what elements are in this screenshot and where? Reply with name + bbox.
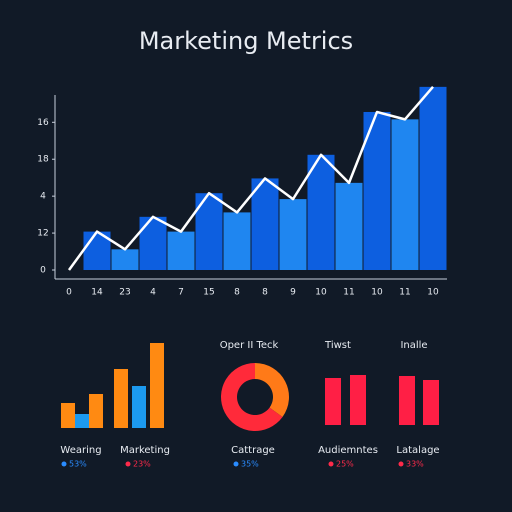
dashboard-title: Marketing Metrics [139, 27, 353, 55]
chart-label: Latalage [396, 445, 439, 456]
legend-dot [328, 461, 334, 467]
legend-text: 35% [241, 460, 259, 469]
y-tick-label: 16 [37, 118, 49, 128]
bar [279, 199, 307, 270]
bar [391, 119, 419, 270]
legend-dot [233, 461, 239, 467]
bar [251, 178, 279, 270]
legend-dot [61, 461, 67, 467]
bar [335, 182, 363, 270]
x-tick-label: 0 [66, 288, 72, 298]
legend-text: 23% [133, 460, 151, 469]
bar [167, 231, 195, 270]
x-tick-label: 8 [262, 288, 268, 298]
bar [132, 386, 146, 428]
bar [223, 212, 251, 270]
x-tick-label: 23 [119, 288, 130, 298]
legend-text: 33% [406, 460, 424, 469]
legend-text: 53% [69, 460, 87, 469]
bar [399, 376, 415, 425]
x-tick-label: 11 [343, 288, 354, 298]
donut-slice [255, 363, 290, 417]
bar [61, 403, 75, 428]
chart-title: Inalle [400, 340, 427, 351]
bar [111, 249, 139, 270]
bar [89, 394, 103, 428]
x-tick-label: 4 [150, 288, 156, 298]
x-tick-label: 15 [203, 288, 214, 298]
legend-text: 25% [336, 460, 354, 469]
bar [363, 111, 391, 270]
x-tick-label: 10 [371, 288, 383, 298]
bar [325, 378, 341, 425]
y-tick-label: 18 [37, 155, 49, 165]
chart-label: Audiemntes [318, 445, 378, 456]
chart-label: Cattrage [231, 445, 275, 456]
legend-dot [125, 461, 131, 467]
y-tick-label: 0 [40, 266, 46, 276]
bar [150, 343, 164, 428]
y-tick-label: 4 [40, 192, 46, 202]
bar [114, 369, 128, 428]
chart-label: Marketing [120, 445, 170, 456]
bar [75, 414, 89, 428]
bar [419, 86, 447, 270]
chart-title: Oper II Teck [220, 340, 279, 351]
x-tick-label: 10 [315, 288, 327, 298]
x-tick-label: 14 [91, 288, 103, 298]
donut-slice [221, 363, 283, 431]
chart-label: Wearing [60, 445, 101, 456]
bar [307, 154, 335, 270]
chart-title: Tiwst [324, 340, 351, 351]
x-tick-label: 7 [178, 288, 184, 298]
bar [139, 216, 167, 270]
x-tick-label: 11 [399, 288, 410, 298]
x-tick-label: 9 [290, 288, 296, 298]
trend-line [67, 86, 434, 271]
bar [350, 375, 366, 425]
legend-dot [398, 461, 404, 467]
bar [423, 380, 439, 425]
x-tick-label: 8 [234, 288, 240, 298]
x-tick-label: 10 [427, 288, 439, 298]
y-tick-label: 12 [37, 229, 48, 239]
